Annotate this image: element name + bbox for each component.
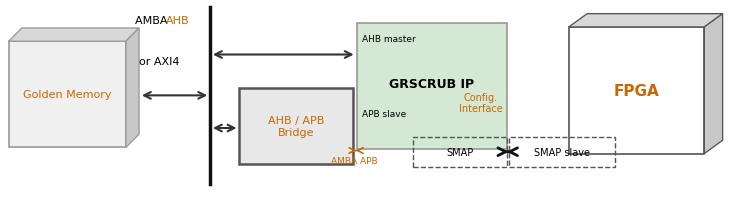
Polygon shape xyxy=(569,15,723,28)
Text: Config.
Interface: Config. Interface xyxy=(459,92,503,114)
Text: AHB master: AHB master xyxy=(362,35,416,44)
Text: APB slave: APB slave xyxy=(362,110,406,119)
Bar xyxy=(569,28,704,154)
Polygon shape xyxy=(126,29,139,148)
Text: AMBA APB: AMBA APB xyxy=(331,156,378,165)
Text: SMAP slave: SMAP slave xyxy=(534,147,590,157)
Bar xyxy=(413,137,506,167)
Bar xyxy=(356,24,506,150)
Text: AMBA: AMBA xyxy=(135,16,171,26)
Text: Golden Memory: Golden Memory xyxy=(23,90,112,100)
Polygon shape xyxy=(704,15,723,154)
Text: AHB: AHB xyxy=(166,16,190,26)
Text: SMAP: SMAP xyxy=(446,147,473,157)
Text: AHB / APB
Bridge: AHB / APB Bridge xyxy=(268,116,324,137)
Bar xyxy=(9,42,126,148)
Text: GRSCRUB IP: GRSCRUB IP xyxy=(389,78,474,91)
Polygon shape xyxy=(9,29,139,42)
Text: FPGA: FPGA xyxy=(614,83,659,98)
Text: or AXI4: or AXI4 xyxy=(139,56,179,66)
Bar xyxy=(240,89,353,164)
Bar xyxy=(509,137,615,167)
